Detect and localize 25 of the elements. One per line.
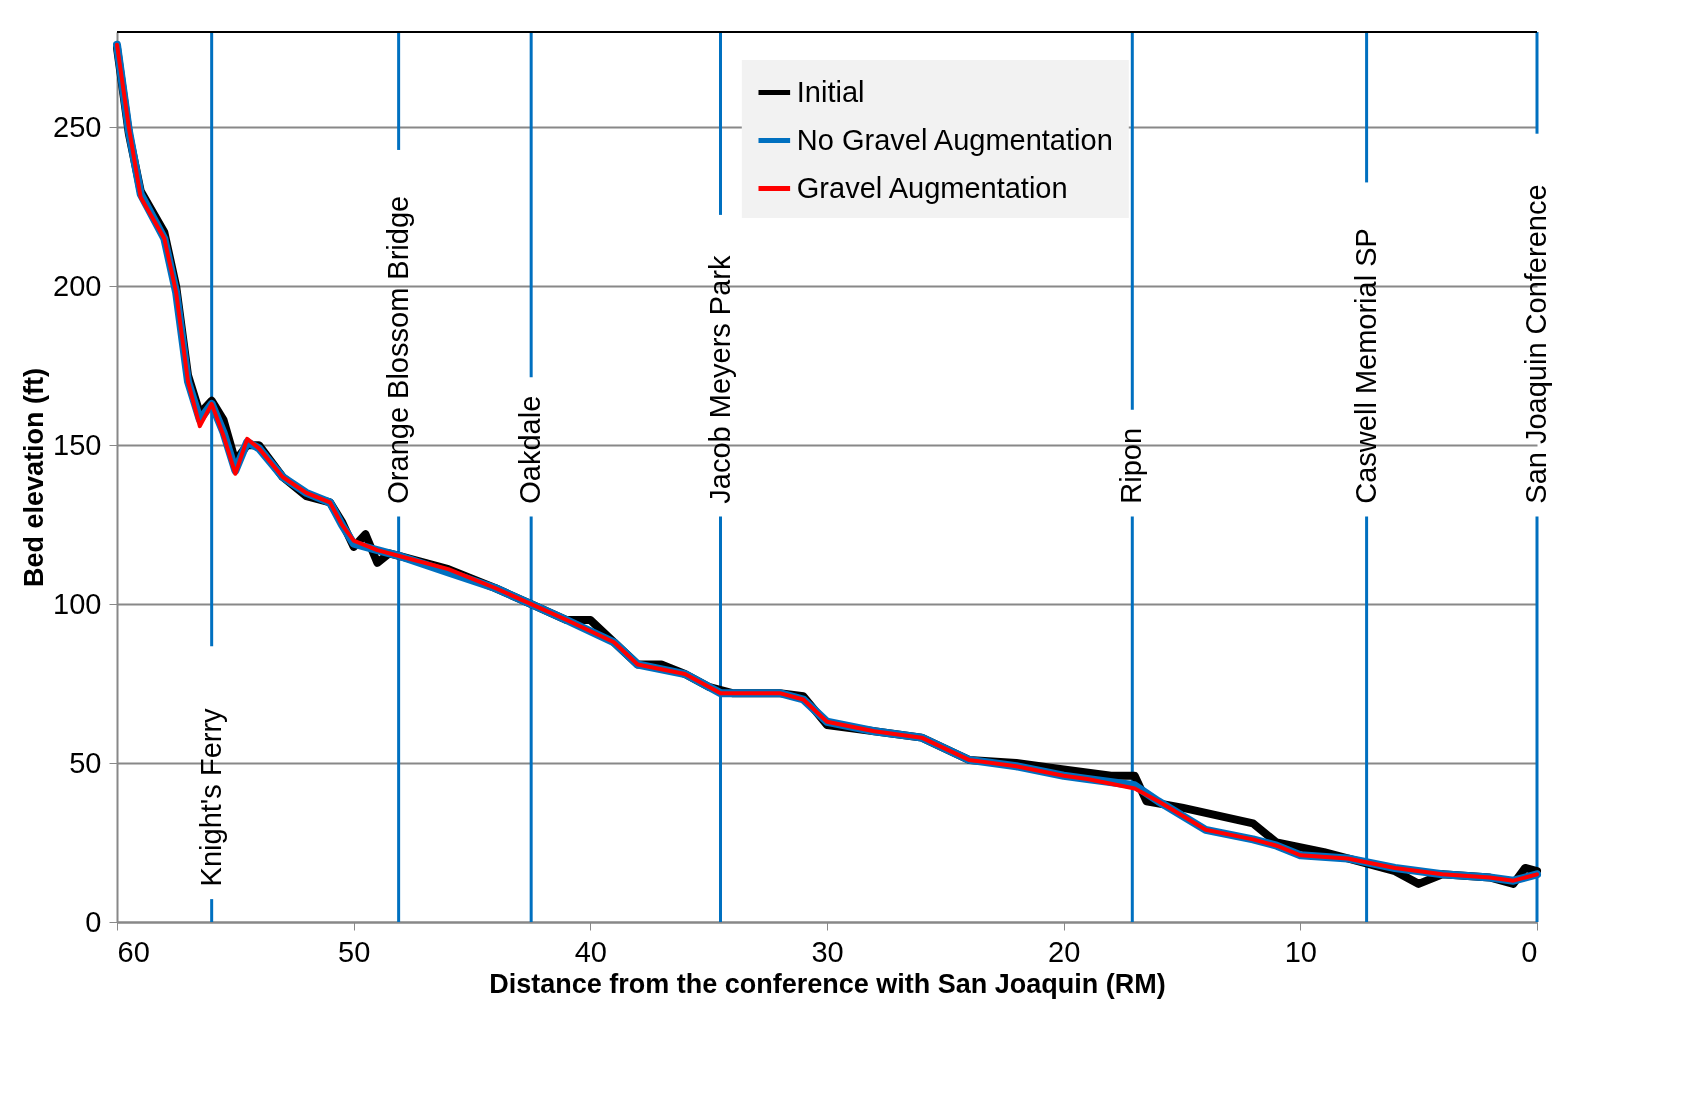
legend-label: No Gravel Augmentation	[796, 123, 1113, 156]
x-tick-label: 30	[811, 935, 844, 968]
ref-line-label: Knight's Ferry	[194, 707, 227, 887]
ref-line-label: Caswell Memorial SP	[1349, 228, 1382, 504]
x-tick-label: 20	[1048, 935, 1081, 968]
ref-line-label: Ripon	[1115, 427, 1148, 504]
legend-label: Gravel Augmentation	[796, 171, 1068, 204]
x-tick-label: 60	[117, 935, 150, 968]
legend-label: Initial	[796, 75, 865, 108]
y-tick-label: 150	[53, 428, 102, 461]
ref-line-label: Jacob Meyers Park	[703, 255, 736, 504]
y-tick-label: 200	[53, 269, 102, 302]
y-tick-label: 250	[53, 110, 102, 143]
x-tick-label: 0	[1521, 935, 1538, 968]
y-tick-label: 50	[69, 746, 102, 779]
ref-line-label: San Joaquin Conference	[1520, 184, 1552, 504]
x-tick-label: 50	[338, 935, 371, 968]
x-axis-title: Distance from the conference with San Joaquin (RM)	[489, 968, 1166, 999]
ref-line-label: Orange Blossom Bridge	[381, 195, 414, 504]
x-tick-label: 40	[574, 935, 607, 968]
y-tick-label: 100	[53, 587, 102, 620]
y-tick-label: 0	[85, 905, 102, 938]
y-axis-title: Bed elevation (ft)	[19, 367, 50, 588]
x-tick-label: 10	[1284, 935, 1317, 968]
ref-line-label: Oakdale	[514, 395, 547, 504]
